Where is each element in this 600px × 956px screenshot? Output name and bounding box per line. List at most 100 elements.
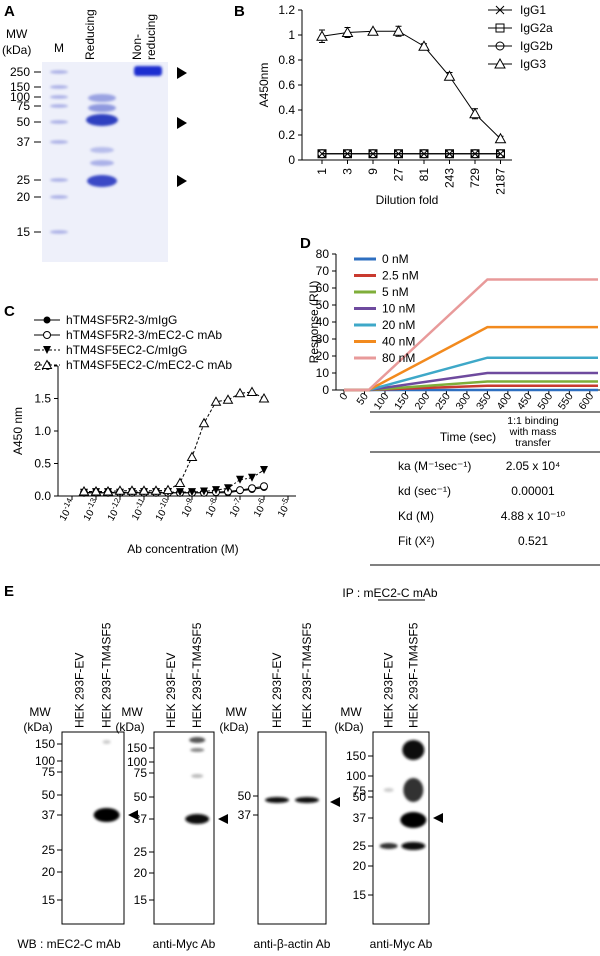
blot-tick-label: 150 (346, 749, 366, 763)
panel-b-y-tick-label: 0.4 (278, 103, 295, 117)
blot-lane-label-tm4sf5: HEK 293F-TM4SF5 (406, 622, 420, 728)
blot-band (379, 843, 398, 849)
blot-mw-title: MW (225, 705, 247, 719)
tick-base: 10 (204, 504, 219, 520)
panel-b-y-label: A450nm (257, 63, 271, 108)
panel-c-chart: 0.00.51.01.52.010-1410-1310-1210-1110-10… (11, 313, 296, 556)
kinetics-table: 1:1 binding with mass transfer ka (M⁻¹se… (370, 411, 600, 566)
panel-b-legend-label: IgG2a (520, 21, 553, 35)
panel-a-marker-band (50, 230, 68, 234)
blot-tick-label: 37 (353, 811, 367, 825)
panel-c-point (150, 485, 162, 495)
panel-d-y-label: Response (RU) (307, 281, 321, 364)
panel-a-marker-band (50, 120, 68, 124)
panel-c-y-tick-label: 0.5 (34, 457, 51, 471)
panel-a-band-reducing-30 (90, 160, 114, 166)
panel-c-point (212, 486, 220, 495)
panel-c-point (43, 331, 51, 339)
panel-b-point (317, 149, 327, 159)
blot-lane-label-ev: HEK 293F-EV (164, 653, 178, 728)
panel-d-x-tick-label: 50 (354, 391, 371, 408)
blot-mw-title: MW (340, 705, 362, 719)
blot-arrow (330, 797, 340, 807)
blot-band (191, 774, 204, 778)
panel-b-point (495, 5, 505, 15)
panel-c-legend-label: hTM4SF5EC2-C/mIgG (66, 343, 187, 357)
panel-b-point (392, 25, 405, 36)
panel-c-point (188, 488, 196, 497)
panel-c-point (126, 485, 138, 495)
panel-d-legend-label: 10 nM (382, 302, 415, 316)
panel-b-point (443, 70, 456, 81)
panel-c-point (234, 387, 246, 398)
panel-d-x-tick-label: 250 (433, 391, 453, 412)
blot-frame (153, 731, 215, 925)
panel-c-point (236, 475, 244, 484)
panel-c-x-tick-label: 10-14 (55, 496, 79, 523)
blot-band (265, 797, 290, 803)
panel-c-legend-label: hTM4SF5R2-3/mEC2-C mAb (66, 328, 222, 342)
table-value: 2.05 x 10⁴ (506, 459, 561, 473)
blot-band (403, 778, 424, 802)
panel-c-x-label: Ab concentration (M) (127, 542, 238, 556)
blot-tick-label: 75 (42, 765, 56, 779)
blot-tick-label: 75 (353, 784, 367, 798)
table-header-line-2: with mass (509, 426, 557, 438)
panel-a-lane-m: M (54, 41, 64, 55)
panel-a-band-heavy-chain (86, 114, 118, 126)
panel-c-fit-line (84, 391, 265, 492)
panel-a-arrow-50 (177, 117, 187, 129)
panel-d-x-tick-label: 500 (535, 391, 555, 412)
panel-e-blots: HEK 293F-EV HEK 293F-TM4SF5MW(kDa)1501007… (17, 622, 443, 951)
blot-tick-label: 20 (353, 859, 367, 873)
blot-band (185, 814, 210, 824)
blot-tick-label: 15 (42, 893, 56, 907)
panel-d-legend-label: 20 nM (382, 318, 415, 332)
tick-base: 10 (276, 504, 291, 520)
table-header-line-3: transfer (515, 437, 551, 449)
panel-b: B 0 0.2 0.4 0.6 0.8 1 1.2 1 3 9 27 81 243 729 2187 Dilu… (234, 3, 553, 207)
blot-tick-label: 150 (127, 741, 147, 755)
panel-c-y-tick-label: 1.0 (34, 424, 51, 438)
panel-d-y-tick-label: 10 (316, 366, 330, 380)
panel-b-point (470, 149, 480, 159)
panel-b-legend-item: IgG2b (488, 39, 553, 53)
blot-arrow (433, 813, 443, 823)
panel-c-x-tick-label: 10-11 (127, 496, 150, 523)
panel-b-y-tick-label: 0 (288, 153, 295, 167)
panel-a-marker-lane (50, 70, 68, 234)
panel-b-x-tick-label: 729 (468, 168, 482, 188)
panel-c-legend-item: hTM4SF5R2-3/mEC2-C mAb (34, 328, 222, 342)
panel-a-tick-label: 20 (17, 190, 31, 204)
panel-b-y-tick-label: 1 (288, 28, 295, 42)
blot-mw-unit: (kDa) (23, 720, 52, 734)
panel-b-x-tick-label: 9 (366, 168, 380, 175)
panel-c-point (186, 451, 198, 461)
blot-tick-label: 37 (42, 808, 56, 822)
panel-d-x-tick-label: 0 (337, 391, 350, 403)
panel-a-label: A (4, 3, 15, 20)
panel-c: C 0.00.51.01.52.010-1410-1310-1210-1110-… (4, 303, 296, 556)
tick-exponent: -8 (207, 496, 219, 507)
panel-b-y-tick-label: 1.2 (278, 3, 295, 17)
panel-c-point (41, 359, 53, 369)
blot-band (102, 740, 111, 744)
panel-b-point (495, 23, 505, 33)
panel-a-lane-nonreducing-2: reducing (144, 14, 158, 60)
panel-c-point (43, 346, 51, 354)
panel-c-point (260, 482, 268, 491)
panel-c-point (222, 394, 234, 404)
tick-base: 10 (82, 508, 97, 524)
panel-d-x-tick-label: 350 (474, 391, 494, 412)
panel-a-marker-band (50, 95, 68, 99)
panel-a-marker-band (50, 178, 68, 182)
panel-c-point (43, 316, 51, 324)
panel-a-marker-band (50, 70, 68, 74)
panel-a-lane-reducing: Reducing (83, 9, 97, 60)
blot-mw-unit: (kDa) (219, 720, 248, 734)
ip-label: IP : mEC2-C mAb (342, 586, 437, 600)
panel-c-point (210, 396, 222, 406)
panel-c-x-tick-label: 10-7 (225, 496, 247, 519)
panel-b-legend-label: IgG1 (520, 3, 546, 17)
panel-b-point (419, 149, 429, 159)
